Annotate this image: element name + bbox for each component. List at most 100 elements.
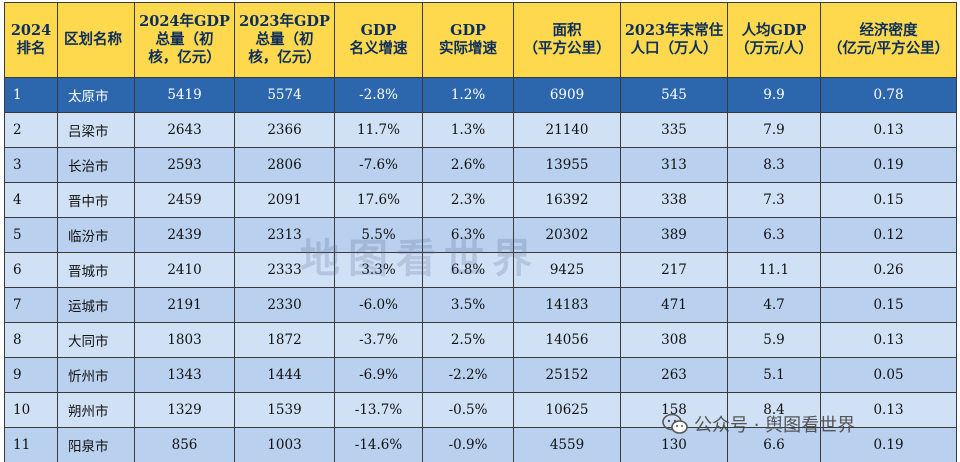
value-cell: 1803	[134, 322, 235, 358]
value-cell: -14.6%	[334, 427, 423, 462]
value-cell: 335	[620, 112, 728, 148]
table-row: 5 临汾市 2439 2313 5.5% 6.3% 20302 389 6.3 0.12	[4, 217, 957, 253]
value-cell: 1.2%	[422, 77, 514, 113]
value-cell: 2366	[234, 112, 335, 148]
value-cell: 0.78	[820, 77, 957, 113]
column-header-line: 总量（初	[155, 31, 214, 48]
value-cell: 158	[620, 392, 728, 428]
city-name-cell: 晋中市	[57, 182, 135, 218]
value-cell: 5419	[134, 77, 235, 113]
value-cell: 856	[134, 427, 235, 462]
column-header: 人均GDP （万元/人）	[727, 2, 821, 78]
city-name-cell: 临汾市	[57, 217, 135, 253]
city-name-cell: 运城市	[57, 287, 135, 323]
value-cell: -2.2%	[422, 357, 514, 393]
value-cell: 21140	[513, 112, 621, 148]
value-cell: 20302	[513, 217, 621, 253]
value-cell: 1003	[234, 427, 335, 462]
value-cell: 13955	[513, 147, 621, 183]
value-cell: 5.1	[727, 357, 821, 393]
value-cell: 6.3%	[422, 217, 514, 253]
value-cell: 2191	[134, 287, 235, 323]
value-cell: 9425	[513, 252, 621, 288]
value-cell: 9.9	[727, 77, 821, 113]
city-name-cell: 长治市	[57, 147, 135, 183]
value-cell: 4.7	[727, 287, 821, 323]
column-header: GDP 实际增速	[422, 2, 514, 78]
value-cell: 2091	[234, 182, 335, 218]
value-cell: 1329	[134, 392, 235, 428]
gdp-ranking-table: 2024 排名 区划名称 2024年GDP 总量（初 核，亿元） 2023年GDP 总量（初核…	[4, 2, 957, 462]
table-row: 4 晋中市 2459 2091 17.6% 2.3% 16392 338 7.3 0.15	[4, 182, 957, 218]
value-cell: 2.3%	[422, 182, 514, 218]
value-cell: -3.7%	[334, 322, 423, 358]
value-cell: 0.05	[820, 357, 957, 393]
value-cell: 0.15	[820, 182, 957, 218]
value-cell: 14183	[513, 287, 621, 323]
value-cell: 338	[620, 182, 728, 218]
value-cell: 0.13	[820, 392, 957, 428]
value-cell: 16392	[513, 182, 621, 218]
value-cell: 17.6%	[334, 182, 423, 218]
table-row: 7 运城市 2191 2330 -6.0% 3.5% 14183 471 4.7 0.15	[4, 287, 957, 323]
value-cell: 130	[620, 427, 728, 462]
value-cell: 0.13	[820, 322, 957, 358]
value-cell: 2410	[134, 252, 235, 288]
column-header-line: 2024年GDP	[139, 13, 230, 30]
value-cell: 308	[620, 322, 728, 358]
value-cell: 2.6%	[422, 147, 514, 183]
value-cell: 0.15	[820, 287, 957, 323]
column-header: 区划名称	[57, 2, 135, 78]
column-header-line: （平方公里）	[523, 40, 611, 57]
city-name-cell: 太原市	[57, 77, 135, 113]
value-cell: 7.9	[727, 112, 821, 148]
value-cell: 2313	[234, 217, 335, 253]
value-cell: 6.6	[727, 427, 821, 462]
value-cell: 1539	[234, 392, 335, 428]
value-cell: 11.1	[727, 252, 821, 288]
city-name-cell: 晋城市	[57, 252, 135, 288]
rank-cell: 7	[4, 287, 58, 323]
value-cell: 545	[620, 77, 728, 113]
value-cell: -0.9%	[422, 427, 514, 462]
column-header-line: 名义增速	[349, 40, 408, 57]
value-cell: 1343	[134, 357, 235, 393]
rank-cell: 3	[4, 147, 58, 183]
column-header-line: GDP	[450, 22, 486, 39]
column-header-line: 排名	[16, 40, 46, 57]
rank-cell: 9	[4, 357, 58, 393]
value-cell: 313	[620, 147, 728, 183]
city-name-cell: 阳泉市	[57, 427, 135, 462]
column-header-line: 人均GDP	[741, 22, 807, 39]
value-cell: 6.3	[727, 217, 821, 253]
value-cell: -2.8%	[334, 77, 423, 113]
value-cell: 2333	[234, 252, 335, 288]
table-row: 3 长治市 2593 2806 -7.6% 2.6% 13955 313 8.3 0.19	[4, 147, 957, 183]
value-cell: 1.3%	[422, 112, 514, 148]
value-cell: 0.13	[820, 112, 957, 148]
value-cell: 389	[620, 217, 728, 253]
table-row: 8 大同市 1803 1872 -3.7% 2.5% 14056 308 5.9 0.13	[4, 322, 957, 358]
value-cell: 5.5%	[334, 217, 423, 253]
column-header: GDP 名义增速	[334, 2, 423, 78]
value-cell: 2593	[134, 147, 235, 183]
column-header-line: （万元/人）	[735, 40, 813, 57]
column-header-line: 2023年末常住	[624, 22, 724, 39]
value-cell: 6.8%	[422, 252, 514, 288]
city-name-cell: 大同市	[57, 322, 135, 358]
value-cell: 8.4	[727, 392, 821, 428]
value-cell: 5.9	[727, 322, 821, 358]
value-cell: 11.7%	[334, 112, 423, 148]
table-header-row: 2024 排名 区划名称 2024年GDP 总量（初 核，亿元） 2023年GDP 总量（初核…	[4, 2, 957, 78]
table-row: 6 晋城市 2410 2333 3.3% 6.8% 9425 217 11.1 0.26	[4, 252, 957, 288]
value-cell: 2459	[134, 182, 235, 218]
value-cell: 471	[620, 287, 728, 323]
value-cell: 25152	[513, 357, 621, 393]
value-cell: -13.7%	[334, 392, 423, 428]
value-cell: 0.19	[820, 147, 957, 183]
value-cell: 14056	[513, 322, 621, 358]
city-name-cell: 忻州市	[57, 357, 135, 393]
value-cell: 5574	[234, 77, 335, 113]
table-row: 2 吕梁市 2643 2366 11.7% 1.3% 21140 335 7.9 0.13	[4, 112, 957, 148]
